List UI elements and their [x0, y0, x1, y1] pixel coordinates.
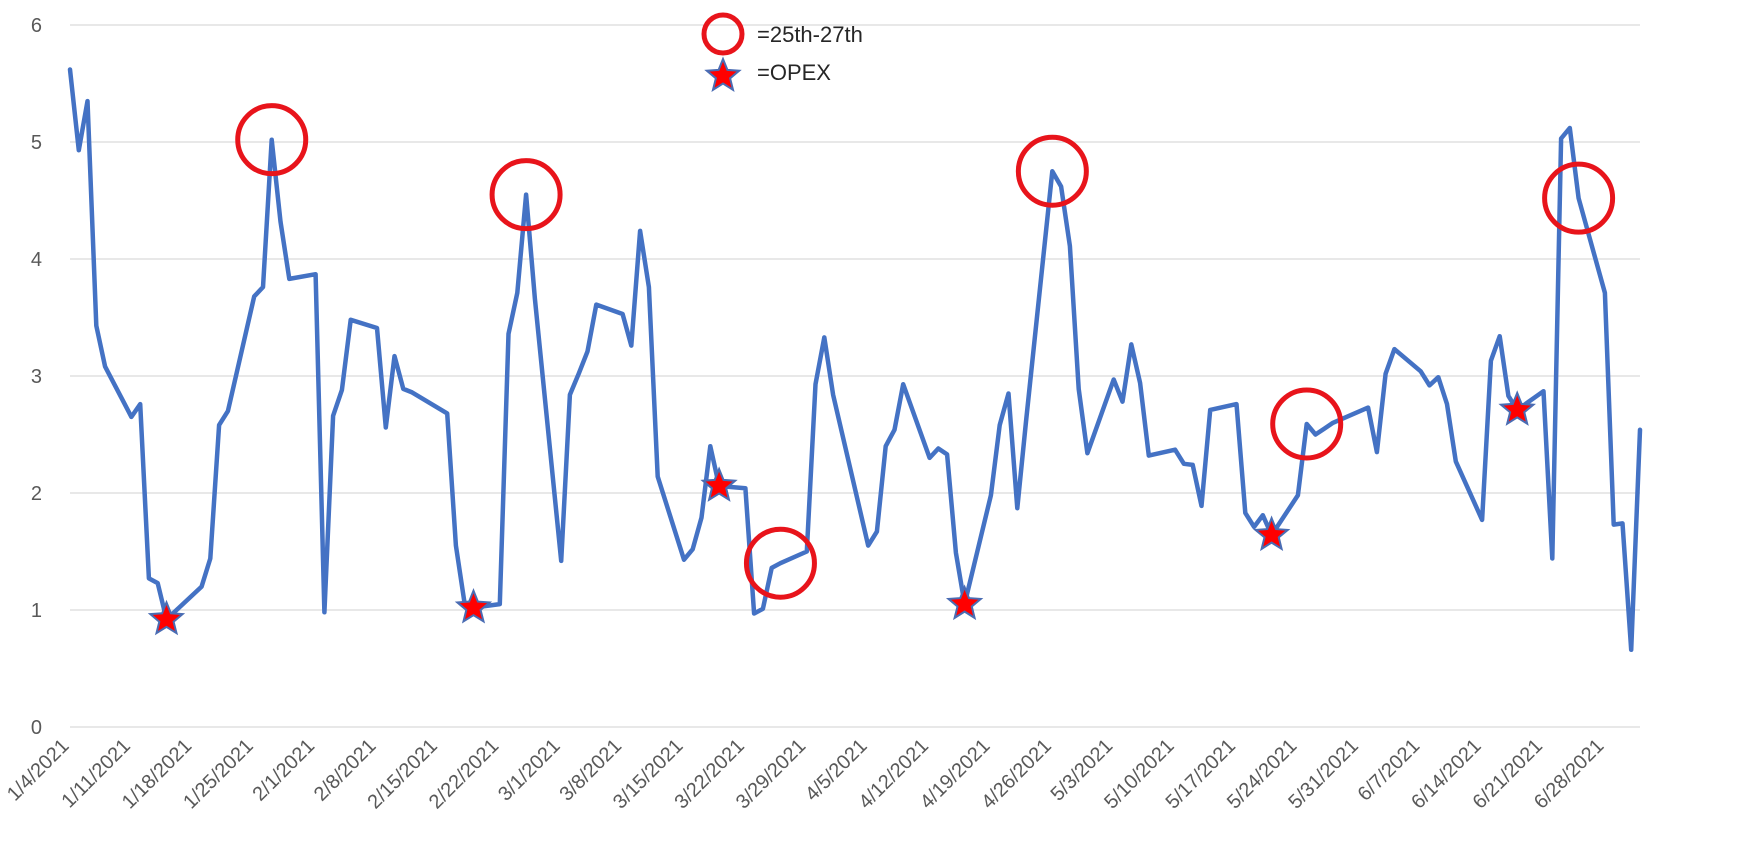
x-tick-label: 3/1/2021	[494, 735, 565, 806]
date-circle-marker	[1270, 387, 1344, 461]
x-tick-label: 2/1/2021	[249, 735, 320, 806]
y-tick-label: 6	[31, 15, 42, 37]
y-axis-ticks: 0 1 2 3 4 5 6	[31, 15, 42, 739]
date-circle-marker	[489, 158, 563, 232]
y-tick-label: 3	[31, 366, 42, 388]
date-circle-marker	[235, 103, 309, 177]
date-circle-marker	[743, 526, 817, 600]
date-circle-marker	[1542, 161, 1616, 235]
y-tick-label: 4	[31, 249, 42, 271]
y-tick-label: 2	[31, 483, 42, 505]
legend-label: =25th-27th	[757, 22, 863, 47]
opex-star-marker	[1498, 390, 1536, 426]
date-circle-marker	[1015, 134, 1089, 208]
y-tick-label: 5	[31, 132, 42, 154]
opex-star-marker	[700, 466, 738, 502]
series-line	[67, 67, 1643, 653]
opex-star-marker	[945, 584, 984, 621]
legend-circle-icon	[701, 12, 745, 56]
opex-star-marker	[1252, 515, 1291, 552]
legend: =25th-27th =OPEX	[701, 12, 863, 92]
series-layer	[67, 67, 1643, 653]
legend-star-icon	[704, 56, 742, 92]
legend-label: =OPEX	[757, 60, 831, 85]
marker-layer	[147, 103, 1616, 636]
y-tick-label: 0	[31, 717, 42, 739]
y-tick-label: 1	[31, 600, 42, 622]
opex-star-marker	[454, 588, 493, 624]
x-axis-ticks: 1/4/20211/11/20211/18/20211/25/20212/1/2…	[3, 735, 1609, 813]
opex-star-marker	[147, 599, 186, 636]
